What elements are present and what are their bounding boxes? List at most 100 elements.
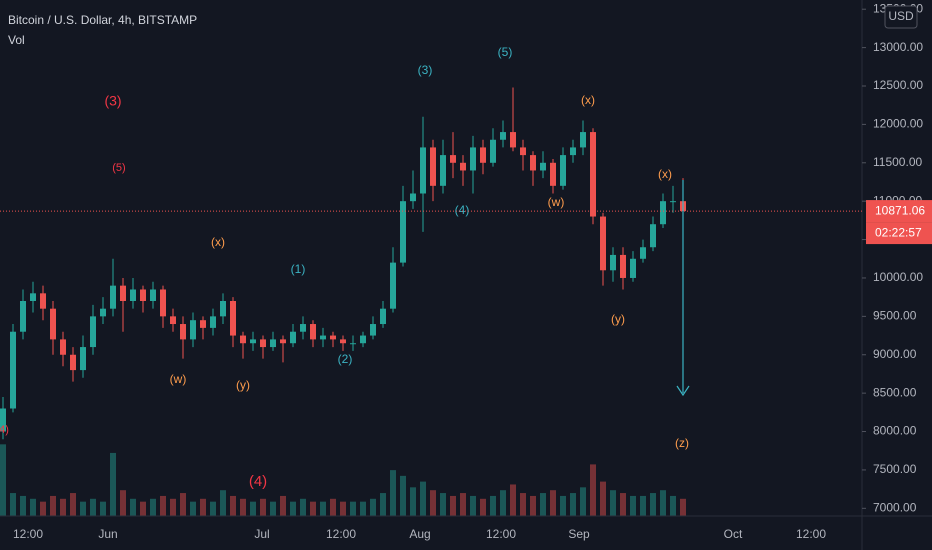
volume-bar bbox=[370, 498, 376, 516]
wave-label: (y) bbox=[611, 312, 625, 326]
y-tick-label: 11500.00 bbox=[873, 155, 922, 169]
x-tick-label: 12:00 bbox=[796, 527, 826, 541]
candle-body bbox=[580, 132, 586, 148]
volume-bar bbox=[530, 495, 536, 516]
volume-bar bbox=[320, 501, 326, 516]
candle-body bbox=[620, 254, 626, 278]
volume-bar bbox=[270, 501, 276, 516]
candle-body bbox=[260, 339, 266, 348]
candle-body bbox=[670, 201, 676, 203]
candle-body bbox=[180, 324, 186, 340]
volume-bar bbox=[470, 495, 476, 516]
volume-bar bbox=[460, 493, 466, 516]
x-tick-label: Sep bbox=[568, 527, 590, 541]
volume-bar bbox=[490, 495, 496, 516]
y-tick-label: 7000.00 bbox=[873, 500, 917, 514]
wave-label: (z) bbox=[675, 436, 689, 450]
candle-body bbox=[50, 308, 56, 340]
chart-title: Bitcoin / U.S. Dollar, 4h, BITSTAMP bbox=[8, 13, 197, 27]
wave-label: (3) bbox=[104, 93, 121, 109]
x-tick-label: 12:00 bbox=[486, 527, 516, 541]
volume-bar bbox=[640, 495, 646, 516]
y-tick-label: 9500.00 bbox=[873, 309, 917, 323]
candle-body bbox=[310, 324, 316, 340]
volume-bar bbox=[140, 501, 146, 516]
volume-bar bbox=[240, 498, 246, 516]
currency-button[interactable] bbox=[884, 5, 918, 29]
volume-bar bbox=[360, 501, 366, 516]
last-price-box bbox=[866, 200, 932, 223]
candle-body bbox=[210, 316, 216, 328]
volume-bar bbox=[280, 495, 286, 516]
currency-label[interactable]: USD bbox=[888, 9, 914, 23]
wave-label: (4) bbox=[455, 203, 470, 217]
volume-bar bbox=[660, 490, 666, 516]
candle-body bbox=[70, 354, 76, 371]
volume-bar bbox=[590, 464, 596, 516]
wave-label: (5) bbox=[112, 162, 125, 174]
volume-bar bbox=[430, 490, 436, 516]
volume-bar bbox=[230, 495, 236, 516]
wave-label: (x) bbox=[581, 93, 595, 107]
candle-body bbox=[270, 339, 276, 348]
candle-body bbox=[20, 301, 26, 332]
candle-body bbox=[470, 147, 476, 171]
candle-body bbox=[590, 132, 596, 217]
volume-bar bbox=[420, 481, 426, 516]
volume-label: Vol bbox=[8, 33, 25, 47]
candle-body bbox=[430, 147, 436, 186]
y-tick-label: 8000.00 bbox=[873, 424, 917, 438]
volume-bar bbox=[150, 498, 156, 516]
candle-body bbox=[350, 343, 356, 345]
candle-body bbox=[650, 224, 656, 248]
candle-body bbox=[480, 147, 486, 163]
volume-bar bbox=[290, 501, 296, 516]
candle-body bbox=[380, 308, 386, 325]
volume-bar bbox=[80, 501, 86, 516]
volume-bar bbox=[440, 493, 446, 516]
volume-bar bbox=[50, 495, 56, 516]
candle-body bbox=[190, 320, 196, 340]
volume-bar bbox=[20, 495, 26, 516]
wave-label: (w) bbox=[170, 372, 187, 386]
volume-bar bbox=[160, 495, 166, 516]
candle-body bbox=[290, 331, 296, 344]
volume-bar bbox=[130, 498, 136, 516]
y-tick-label: 10000.00 bbox=[873, 270, 923, 284]
volume-bar bbox=[500, 490, 506, 516]
candle-body bbox=[240, 335, 246, 344]
volume-bar bbox=[70, 493, 76, 516]
wave-label: (x) bbox=[658, 167, 672, 181]
y-tick-label: 12500.00 bbox=[873, 78, 923, 92]
candle-body bbox=[560, 155, 566, 186]
x-tick-label: Aug bbox=[409, 527, 430, 541]
volume-bar bbox=[450, 495, 456, 516]
candle-body bbox=[320, 335, 326, 340]
candle-body bbox=[370, 324, 376, 336]
volume-bar bbox=[250, 501, 256, 516]
candle-body bbox=[450, 155, 456, 163]
volume-bar bbox=[30, 498, 36, 516]
volume-bar bbox=[540, 493, 546, 516]
candle-body bbox=[250, 339, 256, 344]
candle-body bbox=[340, 339, 346, 344]
candle-body bbox=[60, 339, 66, 355]
volume-bar bbox=[670, 495, 676, 516]
volume-bar bbox=[190, 501, 196, 516]
volume-bar bbox=[560, 495, 566, 516]
volume-bar bbox=[650, 493, 656, 516]
candle-body bbox=[530, 155, 536, 171]
candle-body bbox=[140, 289, 146, 301]
volume-bar bbox=[580, 487, 586, 516]
x-tick-label: Jun bbox=[98, 527, 117, 541]
candle-body bbox=[130, 289, 136, 301]
volume-bar bbox=[620, 493, 626, 516]
volume-bar bbox=[390, 470, 396, 516]
volume-bar bbox=[400, 475, 406, 516]
candle-body bbox=[300, 324, 306, 332]
volume-bar bbox=[310, 501, 316, 516]
wave-label: (w) bbox=[548, 195, 565, 209]
wave-label: (5) bbox=[498, 45, 513, 59]
